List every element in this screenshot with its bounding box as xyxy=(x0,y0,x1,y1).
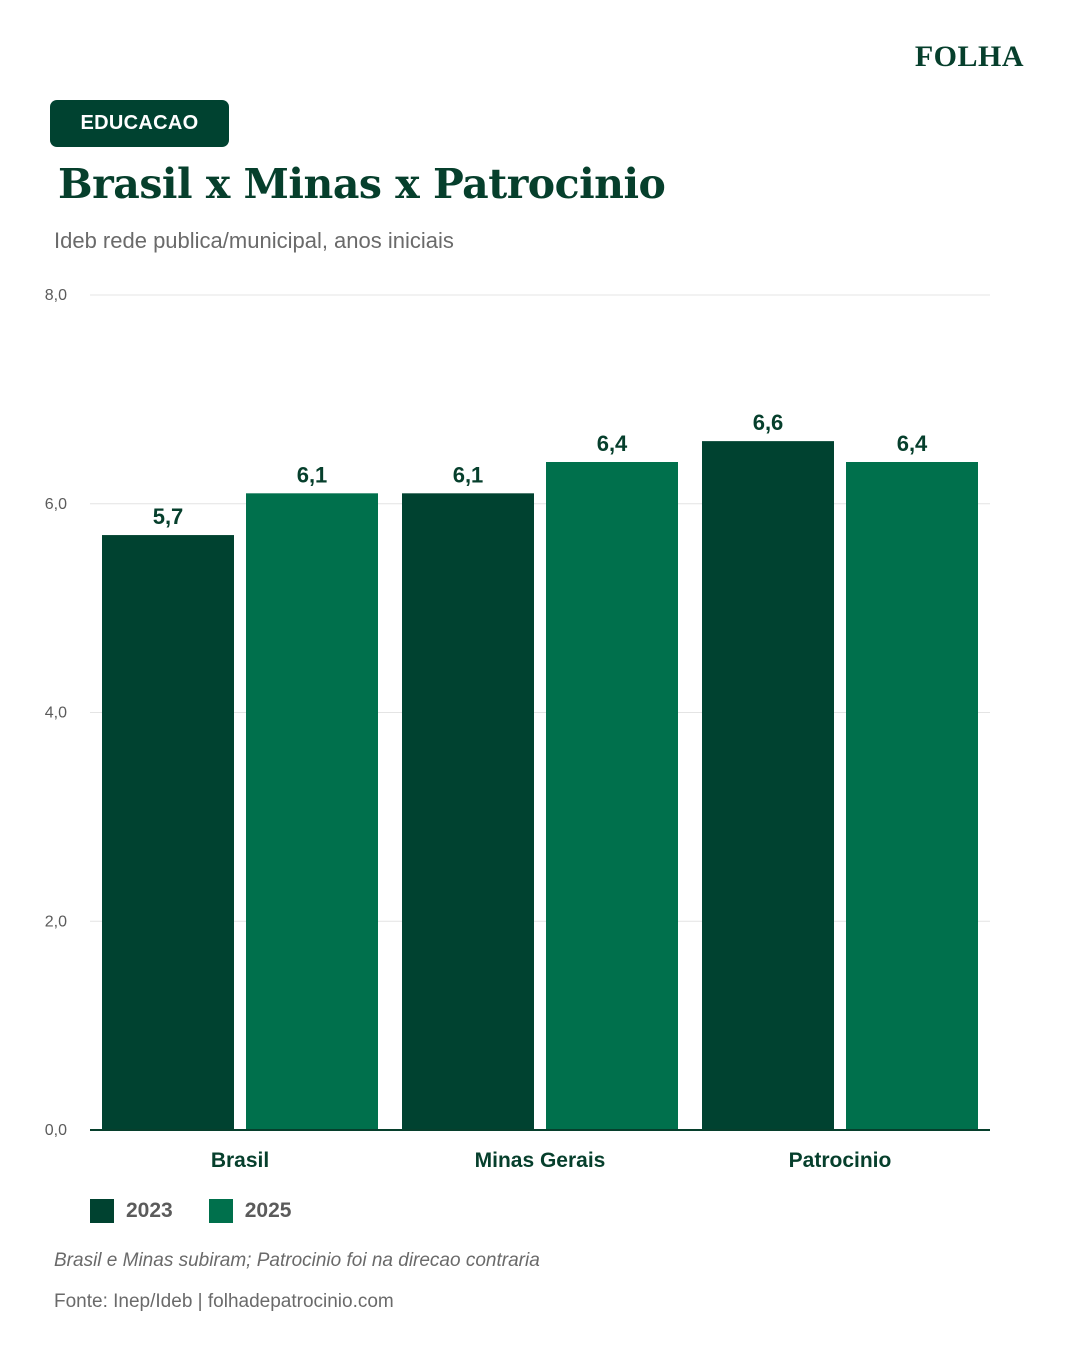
bar-minas-gerais-2023 xyxy=(402,493,534,1130)
data-label: 5,7 xyxy=(153,504,184,529)
bar-brasil-2025 xyxy=(246,493,378,1130)
y-tick-label: 2,0 xyxy=(45,913,67,930)
legend: 2023 2025 xyxy=(90,1199,327,1223)
legend-item-2025: 2025 xyxy=(208,1199,292,1223)
data-label: 6,4 xyxy=(897,431,928,456)
y-tick-label: 6,0 xyxy=(45,496,67,513)
data-label: 6,6 xyxy=(753,410,784,435)
chart-title: Brasil x Minas x Patrocinio xyxy=(58,160,666,208)
bar-patrocinio-2025 xyxy=(846,462,978,1130)
bar-brasil-2023 xyxy=(102,535,234,1130)
x-tick-label: Patrocinio xyxy=(789,1149,892,1172)
source-line: Fonte: Inep/Ideb | folhadepatrocinio.com xyxy=(54,1291,394,1312)
x-tick-label: Minas Gerais xyxy=(475,1149,606,1172)
x-tick-label: Brasil xyxy=(211,1149,269,1172)
bar-chart: 5,7 6,1 6,1 6,4 6,6 6,4 0,0 2,0 4,0 6,0 8,0 Brasil… xyxy=(45,287,990,1172)
legend-swatch-2025 xyxy=(208,1199,233,1223)
legend-item-2023: 2023 xyxy=(90,1199,173,1223)
axes: 0,0 2,0 4,0 6,0 8,0 Brasil Minas Gerais Patroci… xyxy=(45,287,990,1172)
brand-logo: FOLHA xyxy=(914,40,1024,73)
chart-note: Brasil e Minas subiram; Patrocinio foi n… xyxy=(54,1250,540,1271)
bar-minas-gerais-2025 xyxy=(546,462,678,1130)
data-label: 6,1 xyxy=(453,462,484,487)
legend-label-2025: 2025 xyxy=(244,1199,292,1222)
y-tick-label: 0,0 xyxy=(45,1122,67,1139)
y-tick-label: 8,0 xyxy=(45,287,67,304)
data-labels: 5,7 6,1 6,1 6,4 6,6 6,4 xyxy=(153,410,928,529)
grid-lines xyxy=(90,294,990,922)
data-label: 6,4 xyxy=(597,431,628,456)
section-tag: EDUCACAO xyxy=(50,100,229,147)
data-label: 6,1 xyxy=(297,462,328,487)
y-tick-label: 4,0 xyxy=(45,705,67,722)
bar-patrocinio-2023 xyxy=(702,441,834,1130)
chart-subtitle: Ideb rede publica/municipal, anos inicia… xyxy=(54,228,454,253)
bars xyxy=(102,441,978,1130)
legend-swatch-2023 xyxy=(90,1199,114,1223)
legend-label-2023: 2023 xyxy=(126,1199,173,1222)
